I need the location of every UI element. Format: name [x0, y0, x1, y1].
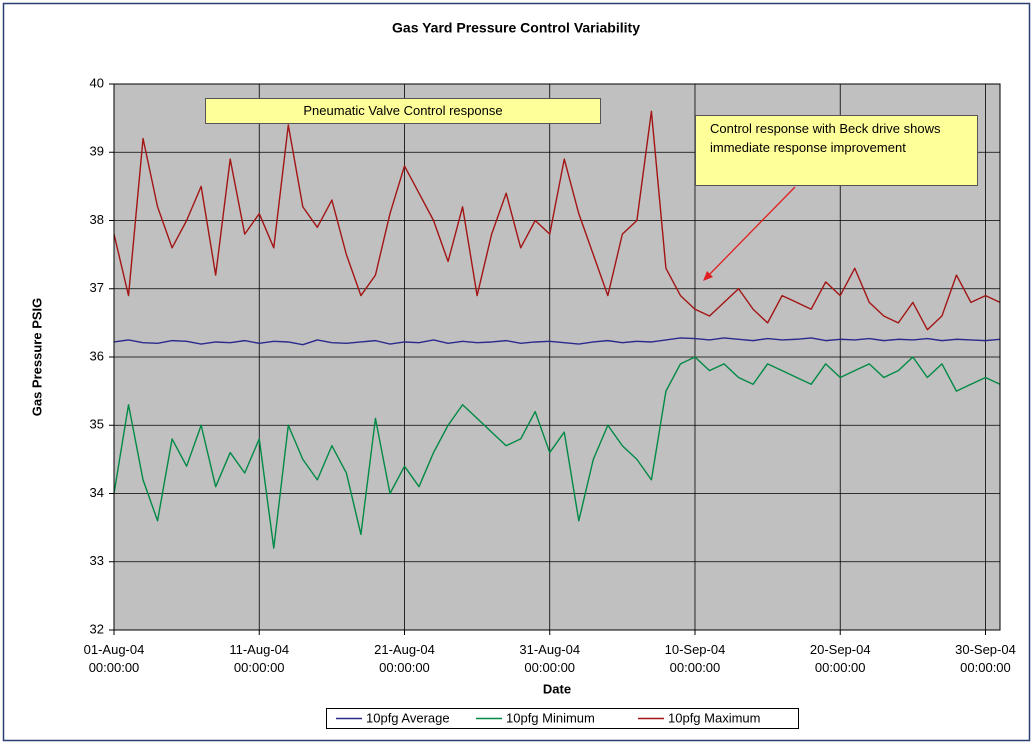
x-tick-label: 30-Sep-04 00:00:00: [955, 642, 1016, 675]
y-tick-label: 38: [90, 212, 104, 227]
annotation: Control response with Beck drive shows i…: [695, 115, 978, 186]
y-tick-label: 37: [90, 280, 104, 295]
chart-title: Gas Yard Pressure Control Variability: [392, 20, 640, 36]
x-tick-label: 20-Sep-04 00:00:00: [809, 642, 871, 675]
x-tick-label: 10-Sep-04 00:00:00: [664, 642, 726, 675]
annotation: Pneumatic Valve Control response: [205, 98, 601, 124]
x-tick-label: 31-Aug-04 00:00:00: [519, 642, 581, 675]
legend: [326, 708, 799, 729]
arrow-head: [703, 271, 713, 281]
series-line: [113, 110, 1001, 331]
y-tick-label: 40: [90, 75, 104, 90]
y-tick-label: 35: [90, 417, 104, 432]
y-tick-label: 39: [90, 144, 104, 159]
y-tick-label: 34: [90, 485, 104, 500]
x-tick-label: 01-Aug-04 00:00:00: [83, 642, 145, 675]
annotation-arrow: [705, 186, 796, 279]
series-line: [113, 356, 1001, 549]
y-tick-label: 36: [90, 348, 104, 363]
y-tick-label: 33: [90, 553, 104, 568]
y-tick-label: 32: [90, 621, 104, 636]
y-axis-label: Gas Pressure PSIG: [29, 298, 44, 417]
x-tick-label: 11-Aug-04 00:00:00: [229, 642, 290, 675]
x-axis-label: Date: [543, 681, 571, 696]
legend-label: 10pfg Maximum: [668, 710, 760, 725]
legend-label: 10pfg Minimum: [506, 710, 595, 725]
series-line: [113, 337, 1001, 346]
x-tick-label: 21-Aug-04 00:00:00: [374, 642, 435, 675]
legend-label: 10pfg Average: [366, 710, 450, 725]
